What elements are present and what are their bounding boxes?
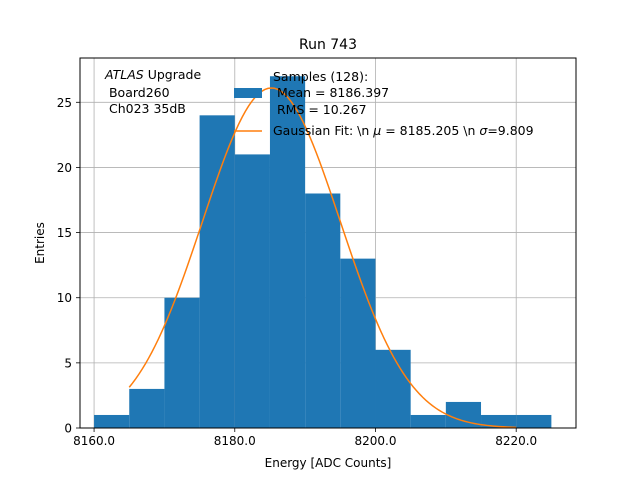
- x-tick-label: 8180.0: [214, 434, 256, 448]
- legend-fit-mu-text: = 8185.205 \n: [381, 123, 479, 138]
- annotation-line-1: ATLAS Upgrade: [104, 67, 201, 82]
- y-tick-label: 5: [64, 356, 72, 370]
- histogram-bar: [129, 388, 165, 428]
- x-tick-label: 8220.0: [495, 434, 537, 448]
- histogram-bar: [269, 76, 306, 428]
- legend-fit-sigma-symbol: σ: [479, 123, 488, 138]
- histogram-bar: [516, 414, 552, 428]
- histogram-bars: [94, 76, 552, 428]
- annotation-line-2: Board260: [105, 85, 170, 100]
- y-tick-label: 20: [57, 161, 72, 175]
- gaussian-fit-line: [128, 87, 517, 429]
- x-tick-label: 8160.0: [73, 434, 115, 448]
- x-axis-ticks: 8160.0 8180.0 8200.0 8220.0: [73, 428, 537, 448]
- annotation-upgrade: Upgrade: [144, 67, 202, 82]
- y-axis-label: Entries: [33, 222, 47, 264]
- y-tick-label: 15: [57, 226, 72, 240]
- legend-hist-line-3: RMS = 10.267: [273, 102, 367, 117]
- histogram-bar: [164, 297, 200, 428]
- annotation-atlas: ATLAS: [104, 67, 144, 82]
- y-tick-label: 25: [57, 96, 72, 110]
- x-tick-label: 8200.0: [354, 434, 396, 448]
- histogram-bar: [305, 193, 341, 428]
- histogram-bar: [234, 154, 270, 428]
- chart-title: Run 743: [299, 37, 357, 53]
- histogram-bar: [410, 414, 446, 428]
- histogram-bar: [375, 349, 411, 428]
- y-axis-ticks: 0 5 10 15 20 25: [57, 96, 80, 436]
- x-axis-label: Energy [ADC Counts]: [265, 456, 392, 470]
- y-tick-label: 0: [64, 422, 72, 436]
- annotation-line-3: Ch023 35dB: [105, 101, 186, 116]
- legend-hist-line-1: Samples (128):: [273, 69, 368, 84]
- atlas-annotation: ATLAS Upgrade Board260 Ch023 35dB: [104, 67, 201, 116]
- y-tick-label: 10: [57, 291, 72, 305]
- legend-hist-line-2: Mean = 8186.397: [273, 85, 389, 100]
- histogram-bar: [199, 115, 235, 428]
- histogram-bar: [481, 414, 517, 428]
- legend: Samples (128): Mean = 8186.397 RMS = 10.…: [234, 69, 534, 138]
- histogram-bar: [340, 258, 376, 428]
- axes-frame: [79, 57, 577, 429]
- legend-histogram-swatch: [234, 88, 262, 98]
- legend-fit-sigma-text: =9.809: [487, 123, 533, 138]
- legend-fit-prefix: Gaussian Fit: \n: [273, 123, 373, 138]
- legend-fit-mu-symbol: μ: [372, 123, 381, 138]
- histogram-bar: [94, 414, 130, 428]
- legend-fit-label: Gaussian Fit: \n μ = 8185.205 \n σ=9.809: [273, 123, 534, 138]
